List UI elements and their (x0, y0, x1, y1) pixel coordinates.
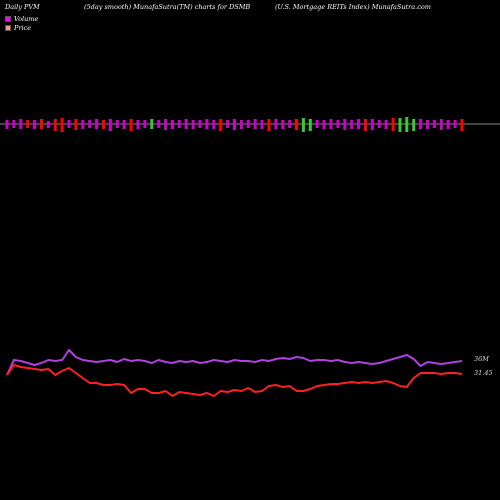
volume-bar (143, 120, 147, 128)
legend-price: Price (5, 24, 31, 32)
volume-bar (212, 120, 216, 129)
volume-bar (19, 119, 23, 129)
volume-series-line (6, 349, 463, 376)
volume-bar (74, 119, 78, 130)
volume-bar (315, 120, 319, 128)
legend-volume: Volume (5, 15, 38, 23)
volume-bar (460, 119, 464, 131)
volume-bar (322, 120, 326, 129)
volume-bar (205, 119, 209, 129)
volume-bar (33, 120, 37, 129)
volume-bar (398, 118, 402, 132)
volume-bar (157, 120, 161, 128)
volume-bar (439, 119, 443, 130)
volume-bar (53, 119, 57, 131)
volume-bar (350, 120, 354, 129)
volume-bar (219, 119, 223, 131)
volume-bar (115, 120, 119, 128)
volume-bar (343, 119, 347, 130)
volume-bar (357, 119, 361, 129)
volume-bar (67, 120, 71, 128)
volume-bar (108, 119, 112, 131)
volume-bar (391, 118, 395, 131)
volume-bar (446, 120, 450, 129)
volume-bar (60, 118, 64, 132)
volume-bar (370, 119, 374, 130)
index-label: (U.S. Mortgage REITs Index) MunafaSutra.… (275, 3, 431, 11)
volume-bar (246, 120, 250, 128)
volume-bar (308, 119, 312, 131)
volume-bar (419, 119, 423, 129)
volume-bar (136, 120, 140, 129)
volume-bar (301, 118, 305, 132)
volume-bar (129, 119, 133, 131)
volume-bar (274, 119, 278, 129)
volume-bar (177, 120, 181, 128)
volume-bar (122, 120, 126, 129)
volume-bar (260, 120, 264, 129)
volume-bar (164, 119, 168, 130)
volume-bar (184, 119, 188, 129)
volume-bar (191, 120, 195, 129)
legend-volume-label: Volume (14, 15, 39, 23)
price-series-line (6, 364, 463, 397)
volume-bar (5, 120, 9, 129)
volume-bar (12, 120, 16, 128)
chart-title: (5day smooth) MunafaSutra(TM) charts for… (84, 3, 251, 11)
chart-type-label: Daily PVM (5, 3, 40, 11)
volume-bar (412, 119, 416, 131)
volume-bar (426, 120, 429, 129)
volume-bar (377, 120, 381, 128)
volume-bar (81, 120, 85, 129)
legend-volume-swatch (5, 16, 11, 22)
volume-bar (198, 120, 202, 128)
volume-bar (102, 120, 105, 129)
volume-bar (46, 121, 50, 128)
volume-bar (432, 120, 436, 128)
legend-price-label: Price (14, 24, 32, 32)
volume-bar (171, 120, 174, 129)
volume-bar (226, 120, 230, 128)
volume-bar (336, 120, 340, 128)
volume-bar (384, 120, 388, 129)
volume-bar (253, 119, 257, 129)
volume-bar (26, 120, 30, 128)
last-volume-label: 36M (474, 355, 489, 363)
volume-bar (233, 119, 236, 130)
volume-bar (364, 119, 367, 131)
volume-bar (267, 119, 271, 131)
volume-bar (95, 119, 99, 129)
volume-bar (150, 119, 154, 129)
volume-bar (88, 120, 92, 128)
volume-bar (239, 120, 243, 129)
last-price-label: 31.45 (474, 369, 493, 377)
volume-bar (288, 120, 292, 128)
volume-bar (405, 117, 409, 132)
volume-bar (453, 120, 457, 128)
volume-bar (40, 119, 43, 129)
legend-price-swatch (5, 25, 11, 31)
volume-bar (329, 119, 333, 129)
volume-bar (295, 119, 298, 130)
volume-bar (281, 120, 285, 129)
